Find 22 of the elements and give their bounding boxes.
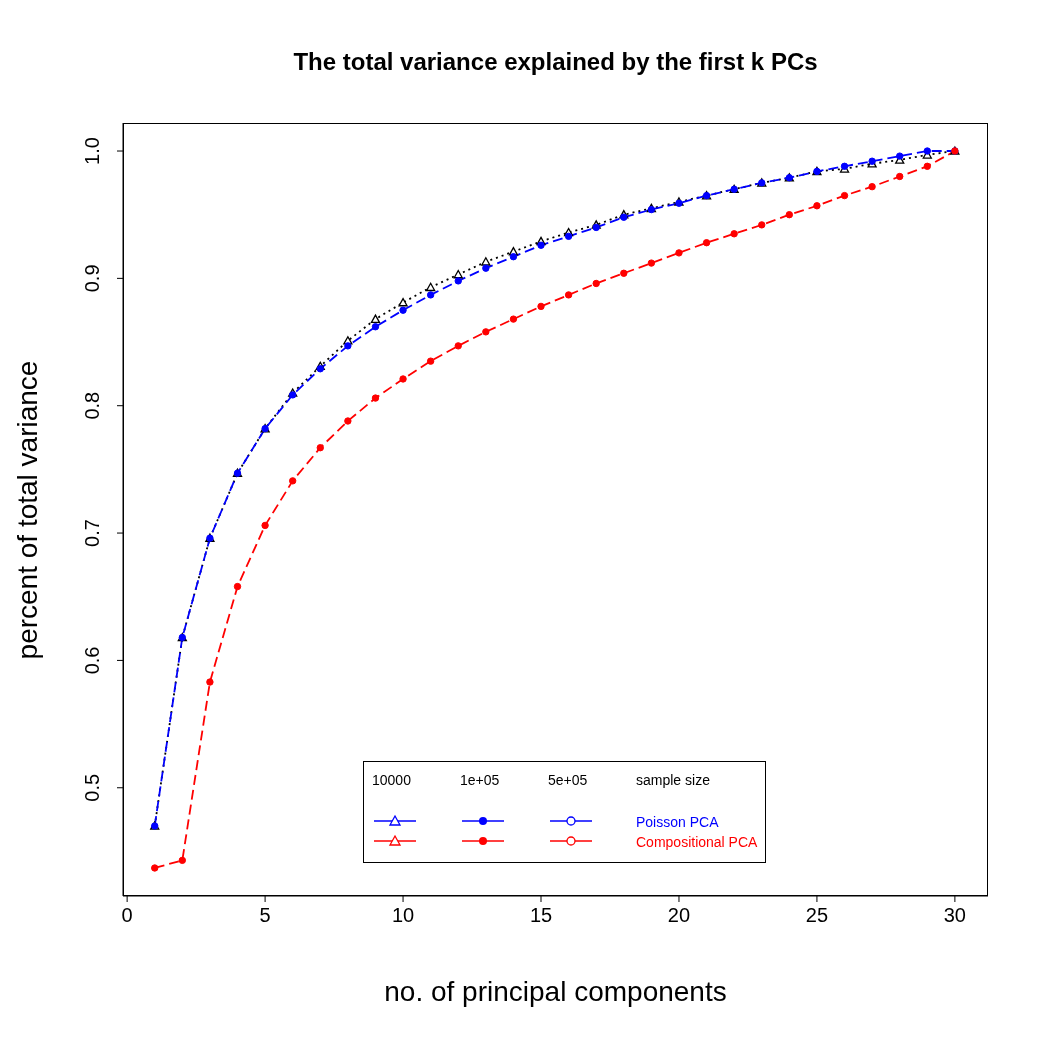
x-tick-label: 25 [805,904,829,927]
annotation: 10000 [372,772,412,790]
y-tick-label: 0.6 [81,646,103,675]
y-tick-label: 0.9 [81,264,103,293]
x-tick-label: 15 [529,904,553,927]
y-tick-label: 1.0 [81,137,103,165]
legend-title: sample size [636,772,711,790]
x-axis-title: no. of principal components [383,976,728,1008]
x-tick-label: 5 [259,904,271,927]
annotation: 5e+05 [548,772,589,790]
y-tick-label: 0.5 [81,773,103,802]
chart-title: The total variance explained by the first k PCs [292,48,819,76]
y-tick-label: 0.7 [81,519,103,547]
y-tick-label: 0.8 [81,391,103,420]
annotation: 1e+05 [460,772,501,790]
y-axis-title: percent of total variance [12,360,44,659]
text: Poisson PCA [636,813,720,832]
x-tick-label: 10 [391,904,415,927]
x-tick-label: 30 [943,904,967,927]
text: Compositional PCA [636,833,758,852]
x-tick-label: 20 [667,904,691,927]
x-tick-label: 0 [121,904,133,927]
